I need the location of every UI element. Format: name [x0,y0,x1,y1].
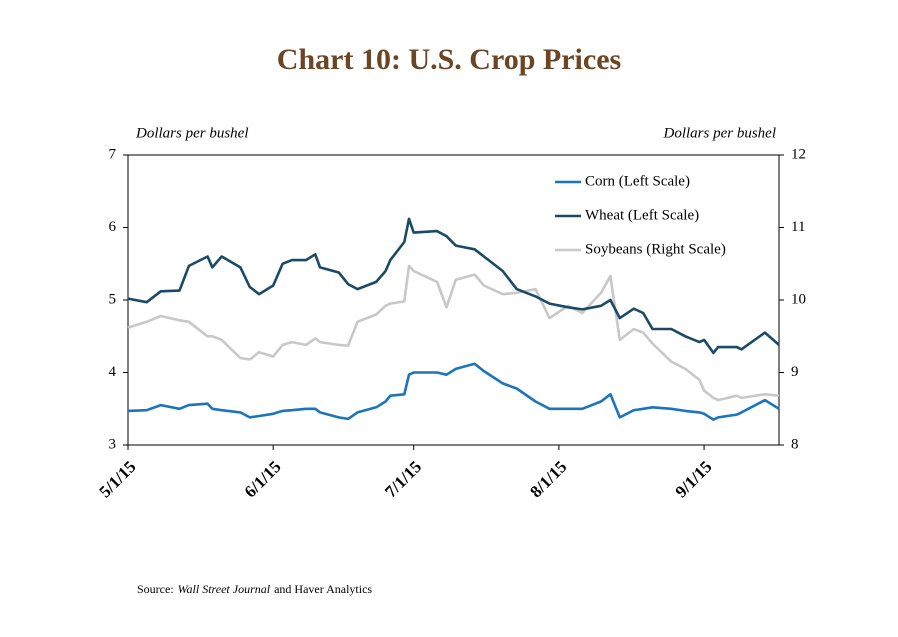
series-line [127,217,780,355]
x-tick-label: 6/1/15 [241,457,285,501]
y2-tick-label: 9 [791,364,799,380]
source-prefix: Source: [137,582,174,596]
y2-axis-label: Dollars per bushel [663,125,777,141]
series-line [127,264,780,402]
x-tick-label: 8/1/15 [526,457,570,501]
y2-tick-label: 11 [791,219,805,235]
y2-tick-label: 10 [791,291,806,307]
source: Source: Wall Street Journal and Haver Anal… [137,582,372,596]
y-tick-label: 5 [109,291,117,307]
y-tick-label: 4 [109,364,117,380]
y-axis-label: Dollars per bushel [135,125,249,141]
y-tick-label: 7 [109,146,117,162]
y2-tick-label: 12 [791,146,806,162]
legend-label: Wheat (Left Scale) [585,207,699,223]
source-publication: Wall Street Journal [178,582,271,596]
source-suffix: and Haver Analytics [274,582,372,596]
series-line [127,362,780,421]
x-tick-label: 7/1/15 [381,457,425,501]
y-tick-label: 6 [109,219,117,235]
plot-frame [127,154,780,446]
y-tick-label: 3 [109,436,117,452]
legend-label: Corn (Left Scale) [585,173,690,189]
y2-tick-label: 8 [791,436,799,452]
x-tick-label: 5/1/15 [95,457,139,501]
chart-title: Chart 10: U.S. Crop Prices [277,43,621,76]
legend-label: Soybeans (Right Scale) [585,241,726,257]
x-tick-label: 9/1/15 [671,457,715,501]
